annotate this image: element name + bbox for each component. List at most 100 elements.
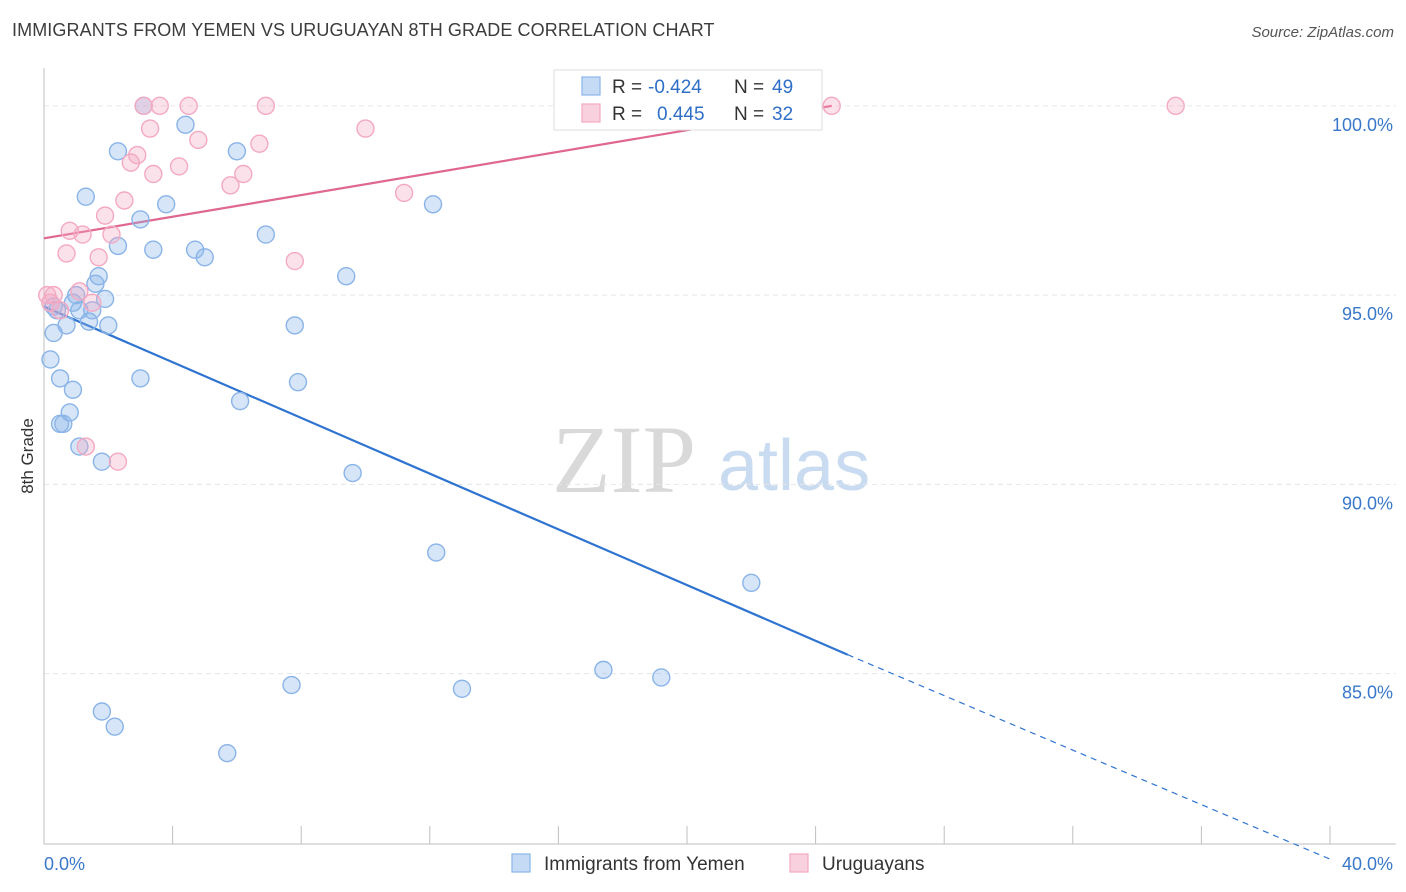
point-0-41: [343, 463, 362, 483]
point-1-12: [102, 225, 121, 244]
chart-source: Source: ZipAtlas.com: [1251, 24, 1394, 41]
y-tick-label-0: 85.0%: [1342, 683, 1393, 703]
watermark-atlas: atlas: [718, 426, 870, 506]
point-0-39: [288, 372, 308, 392]
point-1-10: [89, 248, 108, 267]
legend-r-label-yemen: R =: [612, 77, 642, 98]
y-axis-title: 8th Grade: [18, 418, 37, 494]
point-1-11: [95, 206, 115, 225]
point-1-7: [73, 225, 92, 244]
point-0-6: [57, 316, 76, 335]
data-points: [38, 96, 1185, 763]
point-1-17: [134, 96, 153, 116]
legend-swatch-uruguayans: [581, 103, 601, 123]
point-1-26: [250, 134, 269, 153]
chart-title: IMMIGRANTS FROM YEMEN VS URUGUAYAN 8TH G…: [12, 20, 715, 40]
watermark-zip: ZIP: [552, 406, 696, 513]
x-tick-label-1: 40.0%: [1342, 854, 1393, 874]
point-0-28: [144, 240, 163, 259]
legend-n-label-yemen: N =: [734, 77, 764, 98]
point-0-35: [230, 391, 250, 411]
legend-n-label-uruguayans: N =: [734, 104, 764, 125]
point-0-32: [195, 248, 214, 267]
bottom-legend-swatch-yemen: [511, 853, 531, 873]
point-1-13: [108, 452, 128, 471]
point-0-8: [63, 380, 83, 399]
point-0-12: [70, 437, 89, 456]
point-1-30: [394, 183, 414, 203]
legend-r-value-uruguayans: 0.445: [657, 104, 705, 125]
point-0-30: [176, 115, 195, 134]
point-1-19: [144, 164, 163, 184]
point-0-33: [218, 743, 237, 763]
point-1-20: [150, 96, 169, 116]
point-1-27: [256, 96, 276, 116]
legend-r-value-yemen: -0.424: [648, 77, 702, 98]
legend-swatch-yemen: [581, 76, 601, 96]
point-0-43: [427, 543, 446, 562]
point-0-7: [60, 403, 79, 422]
point-1-8: [76, 437, 95, 456]
point-0-3: [50, 369, 70, 388]
point-1-32: [1166, 96, 1185, 116]
y-tick-label-3: 100.0%: [1332, 115, 1393, 135]
point-0-44: [452, 679, 472, 698]
point-1-9: [83, 293, 102, 312]
point-0-24: [108, 142, 128, 161]
point-0-45: [594, 660, 613, 680]
bottom-legend-swatch-uruguayans: [789, 853, 809, 873]
point-0-21: [92, 702, 112, 721]
x-tick-label-0: 0.0%: [44, 854, 85, 874]
y-tick-label-2: 95.0%: [1342, 304, 1393, 324]
point-1-28: [285, 251, 304, 271]
point-0-25: [131, 369, 150, 388]
point-1-18: [140, 119, 160, 138]
point-0-26: [131, 210, 150, 229]
point-0-5: [54, 414, 73, 434]
point-1-24: [221, 176, 240, 195]
point-0-37: [282, 675, 301, 695]
grid: [44, 105, 1396, 675]
point-0-0: [41, 350, 60, 369]
axes: [43, 68, 1396, 845]
bottom-legend-label-uruguayans: Uruguayans: [822, 854, 924, 875]
point-1-23: [189, 130, 208, 150]
x-tick-labels: 0.0% 40.0%: [44, 854, 1393, 874]
point-0-31: [185, 240, 205, 259]
point-0-13: [76, 187, 95, 206]
legend-r-label-uruguayans: R =: [612, 104, 642, 125]
point-1-31: [822, 96, 841, 116]
point-1-22: [179, 96, 198, 116]
trend-line-0: [43, 305, 849, 656]
point-1-4: [57, 244, 76, 263]
point-1-3: [50, 301, 70, 320]
y-tick-label-1: 90.0%: [1342, 493, 1393, 513]
point-0-15: [83, 301, 102, 320]
point-1-2: [44, 285, 63, 305]
trend-line-extension-0: [847, 654, 1331, 860]
point-0-20: [99, 316, 118, 335]
point-1-6: [70, 282, 89, 301]
watermark: ZIP atlas: [552, 406, 870, 513]
bottom-legend: Immigrants from Yemen Uruguayans: [511, 853, 924, 875]
point-0-38: [285, 316, 304, 335]
point-1-21: [169, 157, 189, 176]
point-0-40: [337, 266, 356, 286]
point-0-18: [92, 452, 112, 471]
point-0-47: [742, 573, 761, 593]
legend-n-value-uruguayans: 32: [772, 104, 793, 125]
point-0-34: [227, 142, 247, 161]
point-0-42: [423, 195, 443, 214]
point-1-14: [115, 191, 134, 210]
legend-n-value-yemen: 49: [772, 77, 793, 98]
point-0-17: [89, 266, 108, 286]
point-0-14: [79, 312, 99, 331]
bottom-legend-label-yemen: Immigrants from Yemen: [544, 854, 745, 875]
point-0-46: [652, 668, 671, 687]
point-0-23: [108, 236, 128, 256]
point-1-25: [234, 164, 253, 184]
point-0-22: [105, 717, 124, 736]
point-0-36: [256, 225, 276, 244]
legend: R = -0.424 N = 49 R = 0.445 N = 32: [553, 69, 823, 131]
